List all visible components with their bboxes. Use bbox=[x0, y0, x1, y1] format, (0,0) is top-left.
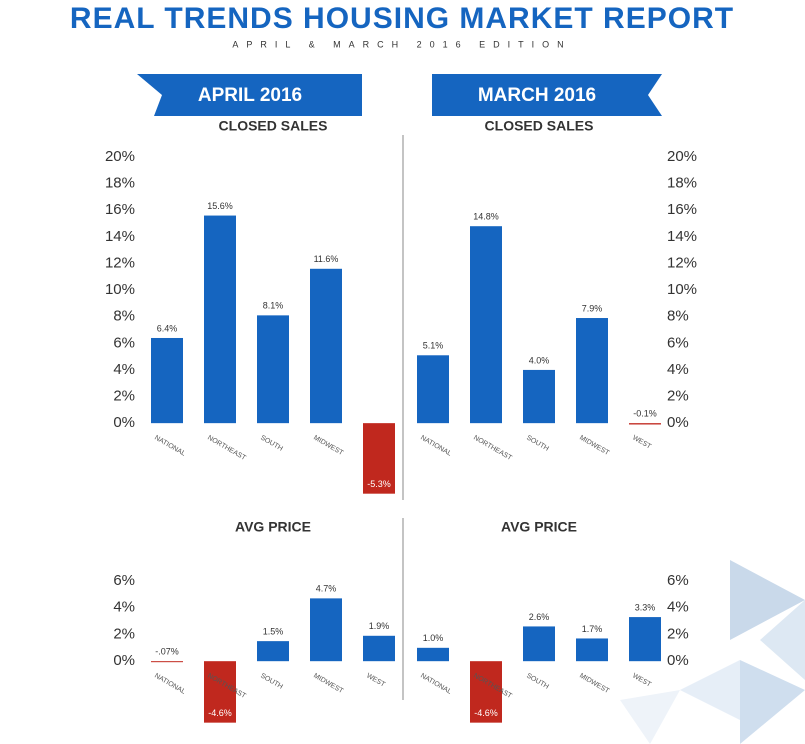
y-tick-label: 2% bbox=[667, 625, 689, 642]
y-tick-label: 2% bbox=[113, 388, 135, 405]
y-tick-label: 8% bbox=[113, 308, 135, 325]
bar bbox=[417, 647, 449, 662]
y-tick-label: 14% bbox=[667, 228, 697, 245]
y-tick-label: 16% bbox=[667, 201, 697, 218]
x-tick-label: SOUTH bbox=[525, 672, 550, 690]
value-label: -4.6% bbox=[208, 708, 232, 718]
bar bbox=[576, 318, 608, 424]
y-tick-label: 0% bbox=[667, 652, 689, 669]
banner-label: APRIL 2016 bbox=[198, 85, 302, 106]
y-tick-label: 20% bbox=[667, 148, 697, 165]
y-tick-label: 0% bbox=[113, 652, 135, 669]
y-tick-label: 18% bbox=[667, 175, 697, 192]
bar bbox=[151, 337, 183, 424]
bar bbox=[629, 423, 661, 425]
x-tick-label: MIDWEST bbox=[312, 672, 345, 695]
y-tick-label: 6% bbox=[667, 572, 689, 589]
x-tick-label: SOUTH bbox=[259, 434, 284, 452]
value-label: 8.1% bbox=[263, 301, 284, 311]
y-tick-label: 4% bbox=[113, 599, 135, 616]
bar bbox=[310, 268, 342, 424]
y-tick-label: 16% bbox=[105, 201, 135, 218]
y-tick-label: 2% bbox=[667, 388, 689, 405]
chart-title: CLOSED SALES bbox=[219, 118, 328, 134]
y-tick-label: 0% bbox=[667, 414, 689, 431]
value-label: 2.6% bbox=[529, 612, 550, 622]
bar bbox=[204, 215, 236, 424]
value-label: 1.7% bbox=[582, 624, 603, 634]
y-tick-label: 6% bbox=[113, 572, 135, 589]
value-label: 7.9% bbox=[582, 303, 603, 313]
value-label: 6.4% bbox=[157, 323, 178, 333]
value-label: 15.6% bbox=[207, 201, 233, 211]
x-tick-label: NATIONAL bbox=[153, 434, 186, 457]
bar bbox=[363, 635, 395, 662]
y-tick-label: 2% bbox=[113, 625, 135, 642]
y-tick-label: 0% bbox=[113, 414, 135, 431]
x-tick-label: SOUTH bbox=[259, 672, 284, 690]
y-tick-label: 6% bbox=[667, 334, 689, 351]
y-tick-label: 6% bbox=[113, 334, 135, 351]
value-label: 1.0% bbox=[423, 633, 444, 643]
x-tick-label: WEST bbox=[631, 434, 653, 451]
value-label: 4.0% bbox=[529, 355, 550, 365]
bar bbox=[151, 661, 183, 663]
bar bbox=[363, 423, 395, 494]
x-tick-label: MIDWEST bbox=[312, 434, 345, 457]
value-label: 5.1% bbox=[423, 341, 444, 351]
bar bbox=[204, 661, 236, 723]
x-tick-label: SOUTH bbox=[525, 434, 550, 452]
y-tick-label: 10% bbox=[667, 281, 697, 298]
value-label: -4.6% bbox=[474, 708, 498, 718]
value-label: -5.3% bbox=[367, 479, 391, 489]
bar bbox=[257, 315, 289, 424]
value-label: 1.9% bbox=[369, 621, 390, 631]
value-label: 1.5% bbox=[263, 627, 284, 637]
y-tick-label: 12% bbox=[667, 254, 697, 271]
bar bbox=[523, 369, 555, 424]
bar bbox=[310, 598, 342, 662]
x-tick-label: NORTHEAST bbox=[206, 434, 247, 462]
value-label: 3.3% bbox=[635, 602, 656, 612]
y-tick-label: 12% bbox=[105, 254, 135, 271]
x-tick-label: NATIONAL bbox=[153, 672, 186, 695]
bar bbox=[523, 626, 555, 662]
x-tick-label: WEST bbox=[631, 672, 653, 689]
y-tick-label: 4% bbox=[113, 361, 135, 378]
banner-shape bbox=[432, 74, 662, 116]
x-tick-label: MIDWEST bbox=[578, 434, 611, 457]
value-label: -0.1% bbox=[633, 409, 657, 419]
y-tick-label: 14% bbox=[105, 228, 135, 245]
x-tick-label: NORTHEAST bbox=[472, 434, 513, 462]
value-label: 11.6% bbox=[314, 254, 339, 264]
value-label: 4.7% bbox=[316, 584, 337, 594]
banner-label: MARCH 2016 bbox=[478, 85, 596, 106]
chart-title: AVG PRICE bbox=[235, 519, 311, 535]
x-tick-label: WEST bbox=[365, 672, 387, 689]
y-tick-label: 4% bbox=[667, 599, 689, 616]
bar bbox=[470, 661, 502, 723]
value-label: -.07% bbox=[155, 647, 179, 657]
chart-title: CLOSED SALES bbox=[485, 118, 594, 134]
x-tick-label: MIDWEST bbox=[578, 672, 611, 695]
x-tick-label: NATIONAL bbox=[419, 434, 452, 457]
y-tick-label: 18% bbox=[105, 175, 135, 192]
decoration bbox=[620, 560, 805, 744]
bar bbox=[470, 226, 502, 424]
y-tick-label: 8% bbox=[667, 308, 689, 325]
bar bbox=[417, 355, 449, 424]
y-tick-label: 10% bbox=[105, 281, 135, 298]
bar bbox=[629, 617, 661, 662]
bar bbox=[576, 638, 608, 662]
bar bbox=[257, 641, 289, 662]
report-title: REAL TRENDS HOUSING MARKET REPORT bbox=[70, 2, 734, 35]
banner-shape bbox=[137, 74, 362, 116]
y-tick-label: 4% bbox=[667, 361, 689, 378]
x-tick-label: NATIONAL bbox=[419, 672, 452, 695]
value-label: 14.8% bbox=[473, 212, 499, 222]
report-subtitle: APRIL & MARCH 2016 EDITION bbox=[232, 39, 571, 49]
chart-title: AVG PRICE bbox=[501, 519, 577, 535]
y-tick-label: 20% bbox=[105, 148, 135, 165]
